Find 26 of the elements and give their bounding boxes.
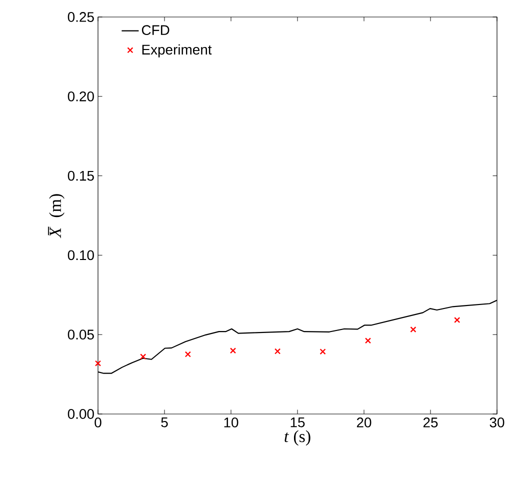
x-tick-label: 20	[356, 418, 372, 428]
point	[410, 326, 416, 333]
point	[94, 360, 102, 366]
x-tick-label: 0	[94, 418, 102, 428]
x-tick-label: 25	[423, 418, 438, 428]
point	[454, 316, 460, 324]
y-tick-label: 0.00	[68, 409, 94, 419]
y-tick-label: 0.15	[68, 170, 94, 181]
y-tick-label: 0.10	[68, 250, 94, 260]
x-tick-label: 5	[161, 418, 168, 428]
x-tick-label: 30	[490, 418, 504, 428]
x-axis-title: t (s)	[284, 430, 310, 446]
point	[320, 348, 326, 355]
point	[274, 348, 281, 354]
y-tick-label: 0.25	[68, 12, 94, 22]
x-tick-label: 10	[224, 418, 238, 428]
y-tick-label: 0.20	[68, 91, 94, 102]
point	[364, 338, 372, 344]
y-tick-label: 0.05	[68, 330, 94, 340]
legend-label: CFD	[142, 25, 170, 36]
point	[230, 348, 236, 354]
point	[184, 351, 191, 358]
point	[140, 354, 146, 360]
y-axis-title: X̅ (m)	[48, 194, 64, 238]
x-tick-label: 15	[290, 418, 305, 428]
legend-label: Experiment	[142, 44, 212, 58]
